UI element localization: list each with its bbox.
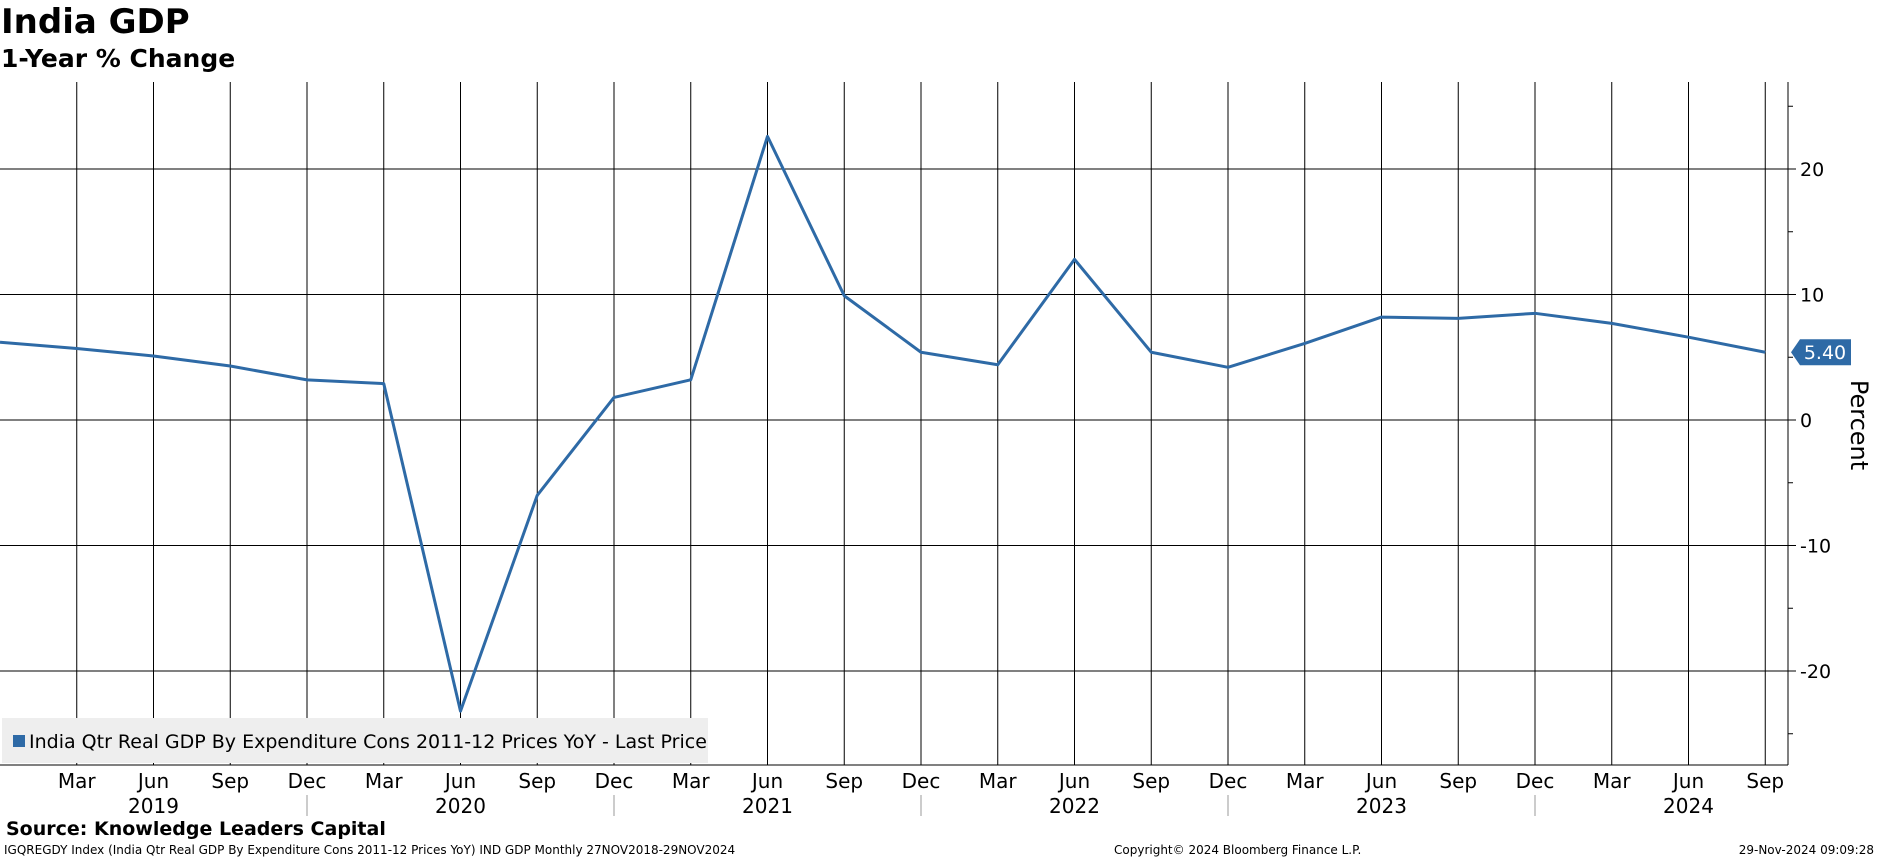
x-month-label: Sep [1439, 769, 1477, 793]
line-chart: -20 -10 0 10 20 Mar Jun Sep Dec Mar Jun Sep Dec Mar Ju… [0, 82, 1873, 818]
x-month-label: Dec [595, 769, 634, 793]
x-month-label: Jun [1057, 769, 1090, 793]
last-value-tag [1791, 339, 1851, 366]
x-month-label: Sep [211, 769, 249, 793]
grid [0, 82, 1788, 765]
x-month-label: Jun [750, 769, 783, 793]
x-month-label: Sep [825, 769, 863, 793]
x-month-label: Jun [136, 769, 169, 793]
series-line [0, 134, 1766, 713]
chart-subtitle: 1-Year % Change [1, 44, 236, 73]
x-month-label: Mar [58, 769, 97, 793]
x-month-label: Dec [1516, 769, 1555, 793]
legend-label: India Qtr Real GDP By Expenditure Cons 2… [29, 731, 707, 753]
x-year-label: 2022 [1049, 794, 1100, 818]
x-month-label: Mar [1286, 769, 1325, 793]
x-month-label: Mar [672, 769, 711, 793]
y-tick-label: -20 [1800, 661, 1831, 683]
legend-box [2, 718, 708, 763]
copyright-note: Copyright© 2024 Bloomberg Finance L.P. [1114, 843, 1362, 857]
axes: -20 -10 0 10 20 Mar Jun Sep Dec Mar Jun Sep Dec Mar Ju… [0, 82, 1873, 818]
y-tick-label: 0 [1800, 410, 1812, 432]
y-tick-label: 10 [1800, 285, 1824, 307]
y-axis-title: Percent [1845, 380, 1873, 470]
x-month-label: Jun [443, 769, 476, 793]
chart-title: India GDP [1, 2, 190, 42]
x-year-label: 2020 [435, 794, 486, 818]
x-year-label: 2019 [128, 794, 179, 818]
y-tick-label: -10 [1800, 536, 1831, 558]
x-month-label: Mar [365, 769, 404, 793]
y-tick-label: 20 [1800, 159, 1824, 181]
x-month-label: Mar [1593, 769, 1632, 793]
x-month-label: Sep [1746, 769, 1784, 793]
x-month-label: Mar [979, 769, 1018, 793]
source-note: Source: Knowledge Leaders Capital [6, 818, 386, 840]
x-year-label: 2021 [742, 794, 793, 818]
ticker-info: IGQREGDY Index (India Qtr Real GDP By Ex… [4, 843, 736, 857]
legend-swatch [13, 735, 25, 747]
x-month-label: Dec [288, 769, 327, 793]
x-month-label: Dec [1209, 769, 1248, 793]
x-month-label: Sep [518, 769, 556, 793]
x-month-label: Jun [1364, 769, 1397, 793]
x-month-label: Jun [1671, 769, 1704, 793]
x-year-label: 2023 [1356, 794, 1407, 818]
x-month-label: Dec [902, 769, 941, 793]
legend: India Qtr Real GDP By Expenditure Cons 2… [2, 718, 708, 763]
series-layer [0, 134, 1766, 713]
timestamp: 29-Nov-2024 09:09:28 [1738, 843, 1874, 857]
x-month-label: Sep [1132, 769, 1170, 793]
last-value-label: 5.40 [1804, 342, 1846, 364]
x-year-label: 2024 [1663, 794, 1714, 818]
